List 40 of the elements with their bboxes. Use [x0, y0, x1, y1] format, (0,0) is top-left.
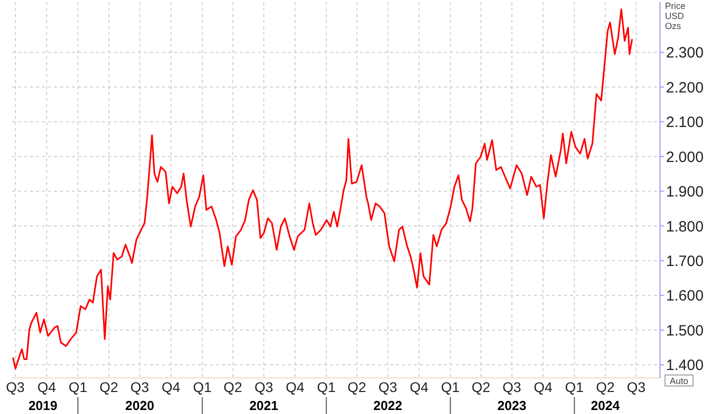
x-tick-label: Q2 [348, 378, 366, 395]
y2-axis-title: Price USD Ozs [665, 1, 686, 31]
x-tick-label: Q4 [286, 378, 305, 395]
x2-tick-label: 2019 [28, 398, 58, 413]
x2-tick-label: 2024 [590, 398, 621, 413]
x-tick-label: Q2 [596, 378, 615, 395]
x-tick-label: Q3 [378, 378, 398, 395]
y2-tick-label: 2.200 [666, 79, 704, 96]
line-series [12, 8, 633, 370]
x-tick-label: Q4 [162, 378, 181, 395]
y2-tick-label: 2.000 [666, 148, 704, 166]
text: Auto [670, 376, 688, 386]
y2-tick-label: 1.600 [666, 288, 704, 305]
y2-tick-label: 1.900 [666, 184, 704, 201]
x-tick-label: Q2 [472, 378, 490, 395]
x-tick-label: Q3 [130, 378, 150, 395]
x2-tick-label: 2023 [497, 398, 526, 413]
x2-tick-label: 2021 [249, 398, 278, 413]
x-tick-label: Q2 [100, 378, 118, 395]
x-tick-label: Q1 [316, 378, 336, 395]
x-tick-label: Q4 [37, 378, 56, 395]
x-tick-label: Q3 [626, 378, 646, 395]
x-tick-label: Q1 [441, 378, 460, 395]
x-tick-label: Q2 [224, 378, 242, 395]
y2-tick-label: 2.100 [666, 114, 704, 132]
x-tick-label: Q1 [68, 378, 88, 395]
y2-tick-label: 1.700 [666, 252, 704, 270]
x-tick-label: Q3 [254, 378, 274, 395]
x-tick-label: Q3 [6, 378, 25, 395]
y2-tick-label: 2.300 [666, 44, 704, 62]
x-tick-label: Q1 [565, 378, 584, 395]
y2-tick-label: 1.400 [666, 357, 704, 374]
y2-tick-label: 1.800 [666, 218, 704, 236]
x-tick-label: Q1 [192, 378, 212, 395]
x-tick-label: Q4 [410, 378, 429, 395]
x-tick-label: Q4 [534, 378, 553, 395]
x2-tick-label: 2020 [125, 398, 154, 413]
y2-tick-label: 1.500 [666, 322, 704, 340]
x-tick-label: Q3 [502, 378, 522, 395]
x2-tick-label: 2022 [373, 398, 402, 413]
